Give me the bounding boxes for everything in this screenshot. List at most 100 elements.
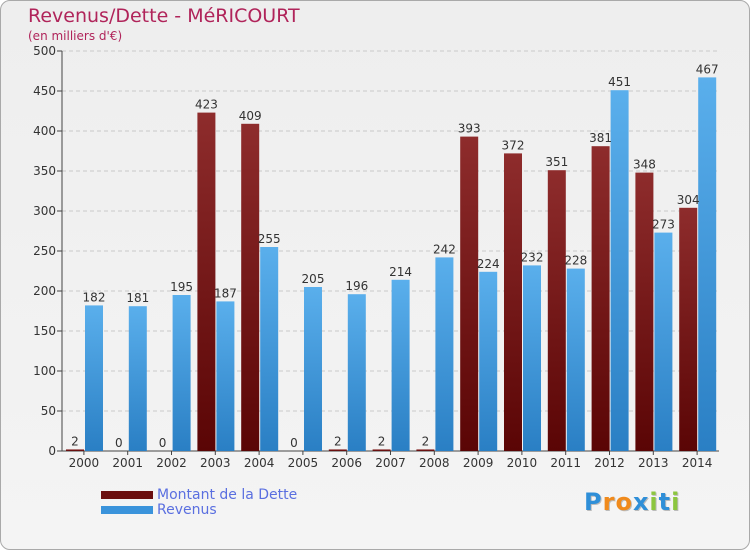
revenue-value-label: 273 <box>652 218 675 232</box>
debt-value-label: 348 <box>633 158 656 172</box>
revenue-bar <box>566 268 585 451</box>
x-tick-label: 2010 <box>507 456 538 470</box>
chart-title: Revenus/Dette - MéRICOURT <box>28 5 300 27</box>
y-tick-label: 150 <box>33 324 56 338</box>
revenue-bar <box>128 306 147 451</box>
legend-swatch-debt <box>101 491 153 499</box>
revenue-bar <box>347 294 366 451</box>
revenue-value-label: 187 <box>214 286 237 300</box>
x-tick-label: 2011 <box>550 456 581 470</box>
debt-value-label: 423 <box>195 98 218 112</box>
logo-letter: r <box>602 488 616 516</box>
debt-value-label: 381 <box>589 131 612 145</box>
y-tick-label: 500 <box>33 44 56 58</box>
y-tick-label: 450 <box>33 84 56 98</box>
y-tick-label: 250 <box>33 244 56 258</box>
logo-letter: P <box>584 488 603 516</box>
revenue-bar <box>216 301 235 451</box>
debt-bar <box>679 207 698 451</box>
revenue-bar <box>654 232 673 451</box>
x-tick-label: 2002 <box>156 456 187 470</box>
debt-bar <box>197 112 216 451</box>
revenue-bar <box>391 279 410 451</box>
chart-subtitle: (en milliers d'€) <box>28 29 123 43</box>
legend-swatch-revenue <box>101 506 153 514</box>
debt-bar <box>328 449 347 451</box>
y-tick-label: 350 <box>33 164 56 178</box>
logo-letter: i <box>649 488 659 516</box>
debt-bar <box>635 172 654 451</box>
x-tick-label: 2003 <box>200 456 231 470</box>
legend-label-debt: Montant de la Dette <box>157 487 298 503</box>
y-tick-label: 300 <box>33 204 56 218</box>
legend-label-revenue: Revenus <box>157 502 217 518</box>
logo-letter: x <box>632 488 650 516</box>
revenue-value-label: 451 <box>608 75 631 89</box>
revenue-value-label: 182 <box>83 290 106 304</box>
x-tick-label: 2014 <box>682 456 713 470</box>
revenue-bar <box>698 77 717 452</box>
debt-bar <box>547 170 566 451</box>
revenue-value-label: 196 <box>345 279 368 293</box>
debt-bar <box>416 449 435 451</box>
debt-value-label: 0 <box>115 436 123 450</box>
logo-letter: t <box>658 488 672 516</box>
revenue-value-label: 255 <box>258 232 281 246</box>
revenue-value-label: 228 <box>564 254 587 268</box>
proxiti-logo: Proxiti <box>584 488 680 516</box>
debt-bar <box>504 153 522 451</box>
debt-value-label: 2 <box>334 434 342 448</box>
x-tick-label: 2006 <box>331 456 362 470</box>
revenue-value-label: 214 <box>389 265 412 279</box>
x-tick-label: 2001 <box>112 456 143 470</box>
x-tick-label: 2005 <box>288 456 319 470</box>
debt-value-label: 393 <box>458 122 481 136</box>
revenue-bar <box>85 305 103 451</box>
debt-bar <box>460 136 479 451</box>
revenue-value-label: 195 <box>170 280 193 294</box>
x-tick-label: 2012 <box>594 456 625 470</box>
debt-value-label: 2 <box>422 434 430 448</box>
debt-bar <box>66 449 84 451</box>
revenue-value-label: 232 <box>521 250 544 264</box>
y-tick-label: 400 <box>33 124 56 138</box>
debt-value-label: 304 <box>677 193 700 207</box>
y-tick-label: 200 <box>33 284 56 298</box>
logo-letter: i <box>671 488 681 516</box>
debt-value-label: 2 <box>71 434 79 448</box>
debt-bar <box>372 449 391 451</box>
revenue-bar <box>610 90 629 451</box>
legend-item-revenue: Revenus <box>101 502 217 518</box>
revenue-bar <box>479 271 498 451</box>
revenue-bar <box>435 257 454 451</box>
x-tick-label: 2004 <box>244 456 275 470</box>
revenue-bar <box>304 287 322 451</box>
revenue-value-label: 205 <box>302 272 325 286</box>
x-tick-label: 2013 <box>638 456 669 470</box>
revenue-value-label: 467 <box>696 62 719 76</box>
y-tick-label: 50 <box>41 404 56 418</box>
revenue-value-label: 242 <box>433 242 456 256</box>
revenue-value-label: 224 <box>477 257 500 271</box>
logo-letter: o <box>615 488 633 516</box>
debt-bar <box>241 123 260 452</box>
debt-value-label: 0 <box>290 436 298 450</box>
debt-bar <box>591 146 610 451</box>
revenue-bar <box>172 295 191 451</box>
x-tick-label: 2009 <box>463 456 494 470</box>
debt-value-label: 409 <box>239 109 262 123</box>
revenue-bar <box>523 265 541 451</box>
x-tick-label: 2007 <box>375 456 406 470</box>
debt-value-label: 0 <box>159 436 167 450</box>
legend-item-debt: Montant de la Dette <box>101 487 298 503</box>
debt-value-label: 372 <box>502 138 525 152</box>
debt-value-label: 2 <box>378 434 386 448</box>
y-tick-label: 0 <box>48 444 56 458</box>
x-tick-label: 2000 <box>69 456 100 470</box>
revenue-bar <box>260 247 279 451</box>
y-tick-label: 100 <box>33 364 56 378</box>
debt-value-label: 351 <box>545 155 568 169</box>
revenue-value-label: 181 <box>126 291 149 305</box>
